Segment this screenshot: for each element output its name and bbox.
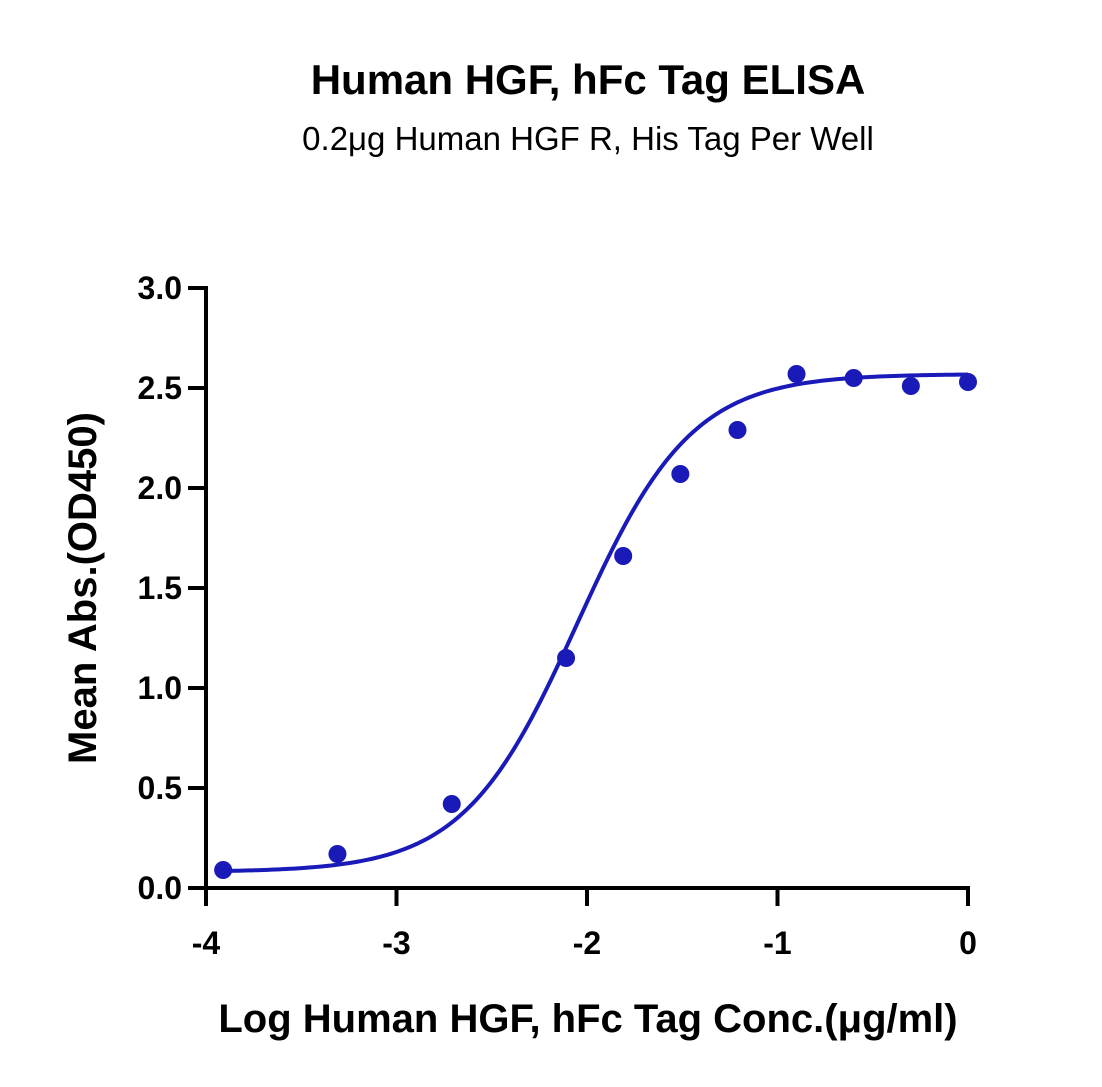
x-tick-label: -3 bbox=[382, 925, 410, 961]
data-point bbox=[671, 465, 690, 483]
y-tick-label: 2.0 bbox=[138, 470, 182, 506]
x-tick-label: -1 bbox=[763, 925, 791, 961]
x-tick-label: 0 bbox=[959, 925, 977, 961]
chart-subtitle: 0.2μg Human HGF R, His Tag Per Well bbox=[302, 120, 874, 157]
x-tick-label: -4 bbox=[192, 925, 221, 961]
y-tick-label: 0.0 bbox=[138, 870, 182, 906]
ticks: 0.0 0.5 1.0 1.5 2.0 2.5 3.0 -4 -3 -2 -1 0 bbox=[138, 270, 977, 961]
y-tick-label: 0.5 bbox=[138, 770, 182, 806]
y-tick-label: 2.5 bbox=[138, 370, 182, 406]
data-point bbox=[728, 421, 747, 439]
data-point bbox=[959, 373, 977, 391]
fit-curve bbox=[223, 372, 969, 873]
data-point bbox=[442, 795, 461, 813]
y-axis-label: Mean Abs.(OD450) bbox=[61, 412, 105, 764]
fit-curve-group bbox=[223, 372, 969, 873]
data-point bbox=[901, 377, 920, 395]
data-point bbox=[614, 547, 633, 565]
x-axis-label: Log Human HGF, hFc Tag Conc.(μg/ml) bbox=[218, 997, 957, 1041]
y-tick-label: 1.5 bbox=[138, 570, 182, 606]
x-tick-label: -2 bbox=[573, 925, 601, 961]
data-point bbox=[214, 861, 233, 879]
data-point bbox=[787, 365, 806, 383]
data-point bbox=[328, 845, 347, 863]
chart-title: Human HGF, hFc Tag ELISA bbox=[311, 56, 866, 103]
y-tick-label: 1.0 bbox=[138, 670, 182, 706]
data-point bbox=[557, 649, 576, 667]
data-point bbox=[844, 369, 863, 387]
y-tick-label: 3.0 bbox=[138, 270, 182, 306]
data-points bbox=[214, 365, 977, 879]
